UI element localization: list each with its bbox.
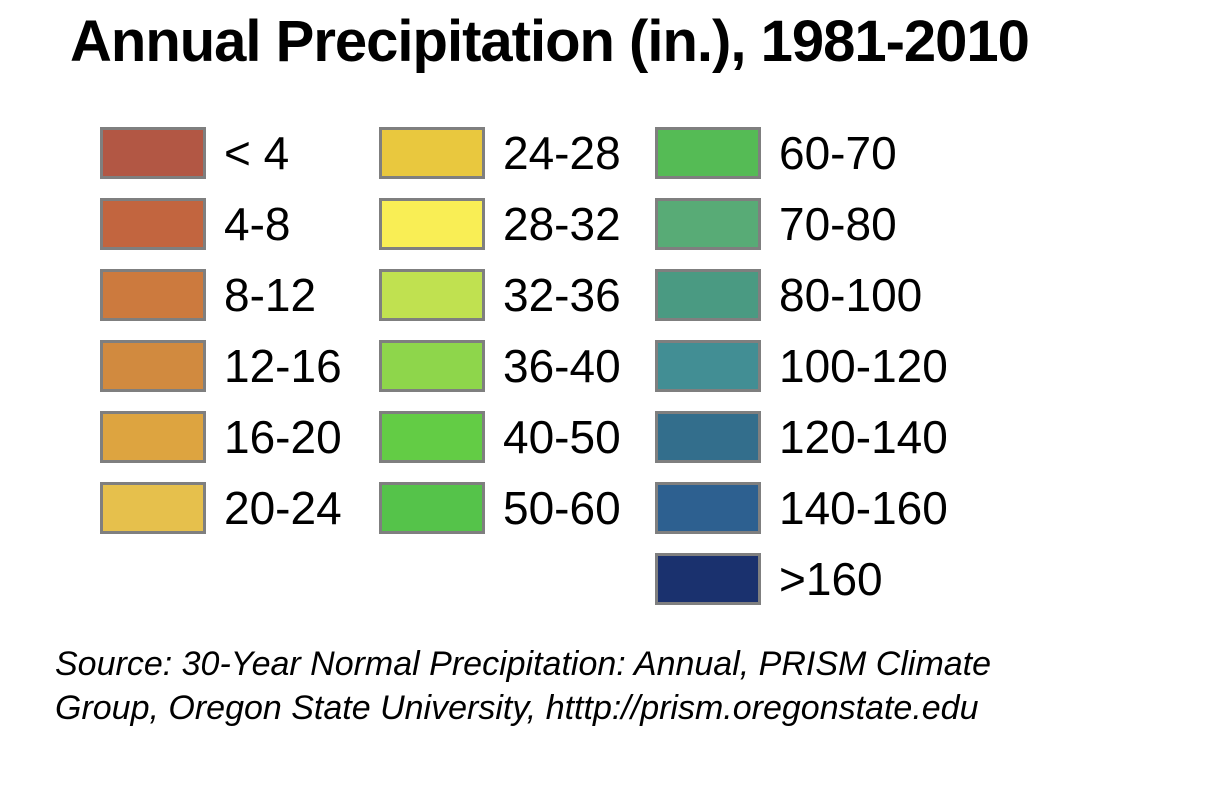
legend-label: >160	[779, 552, 883, 605]
legend-row: >160	[655, 543, 948, 614]
legend-row: 20-24	[100, 472, 342, 543]
legend-color-swatch	[379, 481, 485, 534]
legend-row: 32-36	[379, 259, 621, 330]
legend-color-swatch	[655, 339, 761, 392]
legend-label: 50-60	[503, 481, 621, 534]
legend-row: 80-100	[655, 259, 948, 330]
legend-color-swatch	[655, 268, 761, 321]
source-citation: Source: 30-Year Normal Precipitation: An…	[55, 642, 991, 730]
legend-color-swatch	[100, 197, 206, 250]
legend-color-swatch	[100, 339, 206, 392]
legend-label: < 4	[224, 126, 290, 179]
legend-column-1: < 4 4-8 8-12 12-16 16-20 20-24	[100, 117, 342, 543]
legend-label: 28-32	[503, 197, 621, 250]
legend-label: 20-24	[224, 481, 342, 534]
legend-label: 16-20	[224, 410, 342, 463]
legend-column-3: 60-70 70-80 80-100 100-120 120-140 140-160 >16…	[655, 117, 948, 614]
legend-label: 80-100	[779, 268, 923, 321]
legend-color-swatch	[379, 410, 485, 463]
legend-column-2: 24-28 28-32 32-36 36-40 40-50 50-60	[379, 117, 621, 543]
legend-label: 60-70	[779, 126, 897, 179]
legend-label: 4-8	[224, 197, 291, 250]
source-line-2: Group, Oregon State University, htttp://…	[55, 689, 979, 728]
legend-color-swatch	[379, 268, 485, 321]
legend-label: 40-50	[503, 410, 621, 463]
legend-label: 140-160	[779, 481, 948, 534]
legend-label: 12-16	[224, 339, 342, 392]
legend-color-swatch	[100, 126, 206, 179]
legend-color-swatch	[655, 552, 761, 605]
legend-row: 24-28	[379, 117, 621, 188]
legend-color-swatch	[100, 268, 206, 321]
legend-row: 12-16	[100, 330, 342, 401]
legend-label: 100-120	[779, 339, 948, 392]
legend-color-swatch	[379, 197, 485, 250]
legend-row: 100-120	[655, 330, 948, 401]
legend-color-swatch	[379, 339, 485, 392]
legend-color-swatch	[655, 481, 761, 534]
legend-label: 70-80	[779, 197, 897, 250]
legend-row: 60-70	[655, 117, 948, 188]
legend-label: 32-36	[503, 268, 621, 321]
legend-row: 70-80	[655, 188, 948, 259]
legend-color-swatch	[379, 126, 485, 179]
legend-label: 120-140	[779, 410, 948, 463]
legend-label: 24-28	[503, 126, 621, 179]
legend-color-swatch	[100, 410, 206, 463]
legend-row: 16-20	[100, 401, 342, 472]
legend-color-swatch	[655, 197, 761, 250]
page-title: Annual Precipitation (in.), 1981-2010	[70, 9, 1030, 74]
legend-row: 120-140	[655, 401, 948, 472]
legend-row: 4-8	[100, 188, 342, 259]
legend-color-swatch	[655, 126, 761, 179]
legend-row: 50-60	[379, 472, 621, 543]
legend-color-swatch	[655, 410, 761, 463]
legend-row: 28-32	[379, 188, 621, 259]
legend-row: 40-50	[379, 401, 621, 472]
legend-row: < 4	[100, 117, 342, 188]
legend-label: 36-40	[503, 339, 621, 392]
legend-color-swatch	[100, 481, 206, 534]
source-line-1: Source: 30-Year Normal Precipitation: An…	[55, 645, 992, 683]
legend-label: 8-12	[224, 268, 317, 321]
legend-row: 140-160	[655, 472, 948, 543]
legend-row: 36-40	[379, 330, 621, 401]
legend-row: 8-12	[100, 259, 342, 330]
